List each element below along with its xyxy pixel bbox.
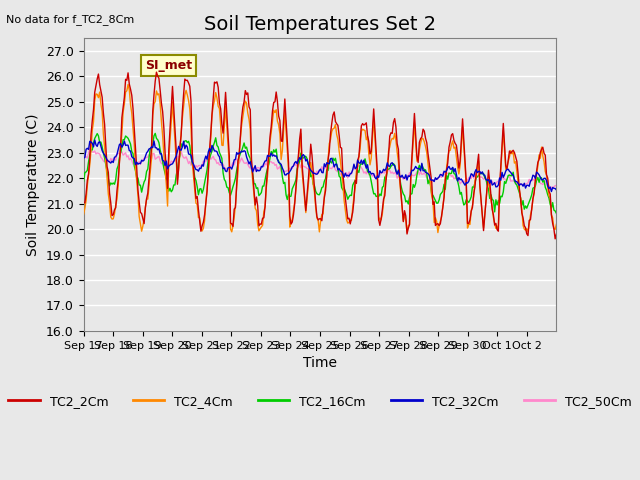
Y-axis label: Soil Temperature (C): Soil Temperature (C)	[26, 113, 40, 256]
Text: SI_met: SI_met	[145, 59, 192, 72]
Text: No data for f_TC2_8Cm: No data for f_TC2_8Cm	[6, 14, 134, 25]
Legend: TC2_2Cm, TC2_4Cm, TC2_16Cm, TC2_32Cm, TC2_50Cm: TC2_2Cm, TC2_4Cm, TC2_16Cm, TC2_32Cm, TC…	[3, 390, 637, 413]
X-axis label: Time: Time	[303, 356, 337, 370]
Title: Soil Temperatures Set 2: Soil Temperatures Set 2	[204, 15, 436, 34]
